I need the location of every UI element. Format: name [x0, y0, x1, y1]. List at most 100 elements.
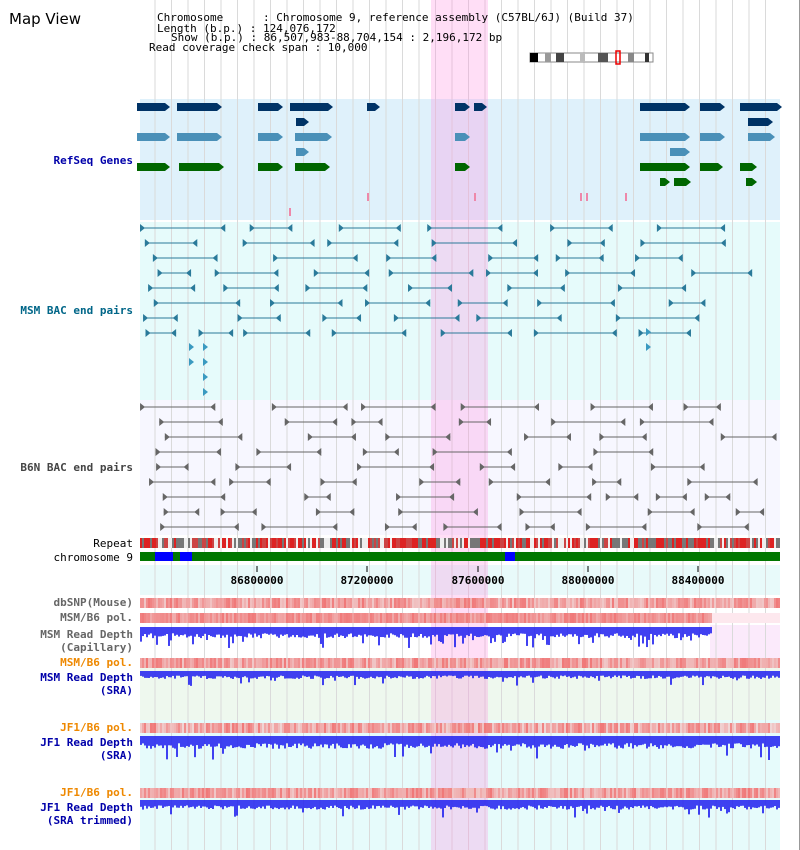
track-label-refseq[interactable]: RefSeq Genes: [53, 154, 133, 167]
depth-bar: [586, 627, 588, 635]
track-label-jf1-depth[interactable]: JF1 Read Depth: [40, 736, 133, 749]
heat-cell: [450, 658, 452, 668]
track-label-b6n-bac[interactable]: B6N BAC end pairs: [20, 461, 133, 474]
track-label-msm-depth-sra[interactable]: MSM Read Depth: [40, 671, 133, 684]
depth-bar: [288, 800, 290, 810]
depth-bar: [634, 800, 636, 807]
repeat-cell: [288, 538, 290, 548]
track-label-jf1-depth-trimmed[interactable]: JF1 Read Depth: [40, 801, 133, 814]
repeat-cell: [566, 538, 568, 548]
depth-bar: [332, 627, 334, 638]
gene-block: [367, 103, 375, 111]
depth-bar: [466, 671, 468, 676]
depth-bar: [496, 671, 498, 677]
depth-bar: [592, 800, 594, 809]
bac-end: [429, 463, 435, 471]
heat-cell: [372, 788, 374, 798]
depth-bar: [272, 736, 274, 749]
heat-cell: [274, 788, 276, 798]
heat-cell: [312, 613, 314, 623]
heat-cell: [282, 723, 284, 733]
heat-cell: [408, 598, 410, 608]
repeat-cell: [196, 538, 198, 548]
heat-cell: [168, 788, 170, 798]
track-label-msm-b6-pol-sra[interactable]: MSM/B6 pol.: [60, 656, 133, 669]
depth-bar: [438, 671, 440, 676]
repeat-cell: [446, 538, 448, 548]
repeat-cell: [364, 538, 366, 548]
depth-bar: [716, 800, 718, 809]
depth-bar: [720, 800, 722, 811]
depth-bar: [620, 627, 622, 637]
heat-cell: [768, 723, 770, 733]
depth-bar: [354, 736, 356, 745]
depth-bar: [178, 671, 180, 676]
depth-bar: [464, 736, 466, 747]
track-label-jf1-b6-pol[interactable]: JF1/B6 pol.: [60, 721, 133, 734]
track-label-msm-b6-pol-capillary[interactable]: MSM/B6 pol.: [60, 611, 133, 624]
heat-cell: [294, 598, 296, 608]
heat-cell: [732, 658, 734, 668]
depth-bar: [454, 671, 456, 676]
track-label-jf1-b6-pol-trimmed[interactable]: JF1/B6 pol.: [60, 786, 133, 799]
repeat-cell: [486, 538, 488, 548]
depth-bar: [342, 800, 344, 817]
heat-cell: [528, 613, 530, 623]
heat-cell: [296, 723, 298, 733]
depth-bar: [686, 671, 688, 677]
depth-bar: [446, 736, 448, 747]
bac-end: [192, 239, 198, 247]
bac-end: [243, 329, 249, 337]
msm-bac-track-bg: [140, 222, 780, 400]
repeat-cell: [696, 538, 698, 548]
track-label-dbsnp[interactable]: dbSNP(Mouse): [53, 596, 133, 609]
depth-bar: [432, 736, 434, 747]
heat-cell: [466, 723, 468, 733]
heat-cell: [506, 613, 508, 623]
depth-bar: [764, 671, 766, 678]
depth-bar: [756, 800, 758, 809]
depth-bar: [678, 671, 680, 678]
depth-bar: [532, 627, 534, 648]
heat-cell: [654, 598, 656, 608]
depth-bar: [510, 671, 512, 678]
heat-cell: [142, 723, 144, 733]
depth-bar: [576, 671, 578, 679]
depth-bar: [174, 627, 176, 636]
depth-bar: [368, 671, 370, 678]
bac-end: [210, 478, 216, 486]
heat-cell: [688, 658, 690, 668]
track-label-msm-bac[interactable]: MSM BAC end pairs: [20, 304, 133, 317]
depth-bar: [760, 736, 762, 758]
heat-cell: [262, 658, 264, 668]
depth-bar: [154, 736, 156, 748]
heat-cell: [154, 613, 156, 623]
heat-cell: [774, 598, 776, 608]
depth-bar: [714, 800, 716, 807]
heat-cell: [210, 788, 212, 798]
heat-fade: [712, 613, 780, 623]
depth-bar: [150, 736, 152, 749]
depth-bar: [200, 627, 202, 639]
depth-bar: [308, 671, 310, 677]
heat-cell: [550, 723, 552, 733]
heat-cell: [242, 598, 244, 608]
depth-bar: [350, 627, 352, 634]
track-label-repeat[interactable]: Repeat: [93, 537, 133, 550]
heat-cell: [742, 723, 744, 733]
depth-bar: [382, 627, 384, 638]
heat-cell: [382, 788, 384, 798]
heat-cell: [614, 723, 616, 733]
track-label-msm-depth-capillary[interactable]: MSM Read Depth: [40, 628, 133, 641]
heat-cell: [436, 723, 438, 733]
heat-cell: [334, 723, 336, 733]
depth-bar: [666, 627, 668, 634]
track-label-chromosome[interactable]: chromosome 9: [53, 551, 133, 564]
depth-bar: [660, 627, 662, 637]
heat-cell: [746, 658, 748, 668]
repeat-cell: [338, 538, 340, 548]
heat-cell: [140, 723, 142, 733]
depth-bar: [754, 800, 756, 808]
depth-bar: [282, 627, 284, 636]
depth-bar: [484, 800, 486, 806]
